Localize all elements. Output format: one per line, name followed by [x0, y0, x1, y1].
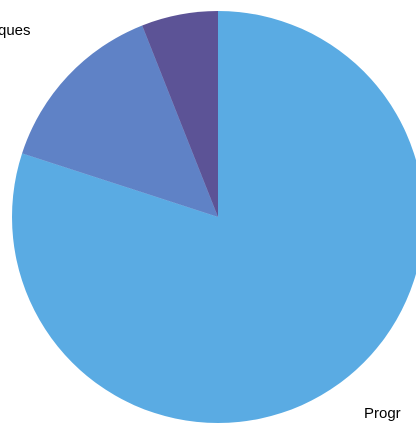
pie-label-left: ques	[0, 22, 31, 39]
pie-slice-1	[12, 11, 416, 423]
pie-slices	[12, 11, 416, 423]
pie-label-progr: Progr	[364, 405, 401, 422]
pie-slice-3	[142, 11, 218, 217]
pie-slice-2	[22, 25, 218, 217]
pie-labels: ques Progr	[0, 22, 401, 422]
